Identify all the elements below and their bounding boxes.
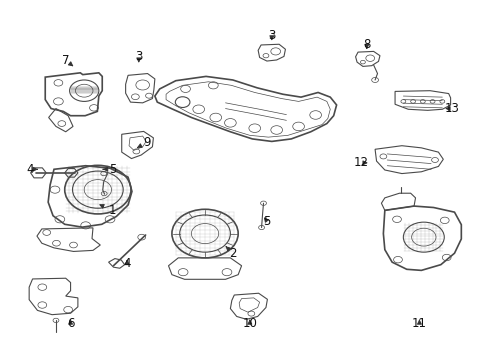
- Text: 10: 10: [243, 317, 257, 330]
- Text: 9: 9: [137, 136, 150, 149]
- Text: 3: 3: [268, 29, 275, 42]
- Text: 1: 1: [100, 204, 116, 217]
- Text: 8: 8: [363, 39, 370, 51]
- Text: 5: 5: [263, 215, 270, 228]
- Text: 4: 4: [123, 257, 131, 270]
- Text: 7: 7: [62, 54, 73, 67]
- Text: 2: 2: [226, 247, 237, 260]
- Text: 4: 4: [27, 163, 37, 176]
- Text: 6: 6: [67, 317, 74, 330]
- Text: 5: 5: [103, 163, 116, 176]
- Text: 13: 13: [444, 102, 460, 115]
- Text: 12: 12: [353, 156, 368, 169]
- Text: 3: 3: [135, 50, 143, 63]
- Text: 11: 11: [412, 317, 427, 330]
